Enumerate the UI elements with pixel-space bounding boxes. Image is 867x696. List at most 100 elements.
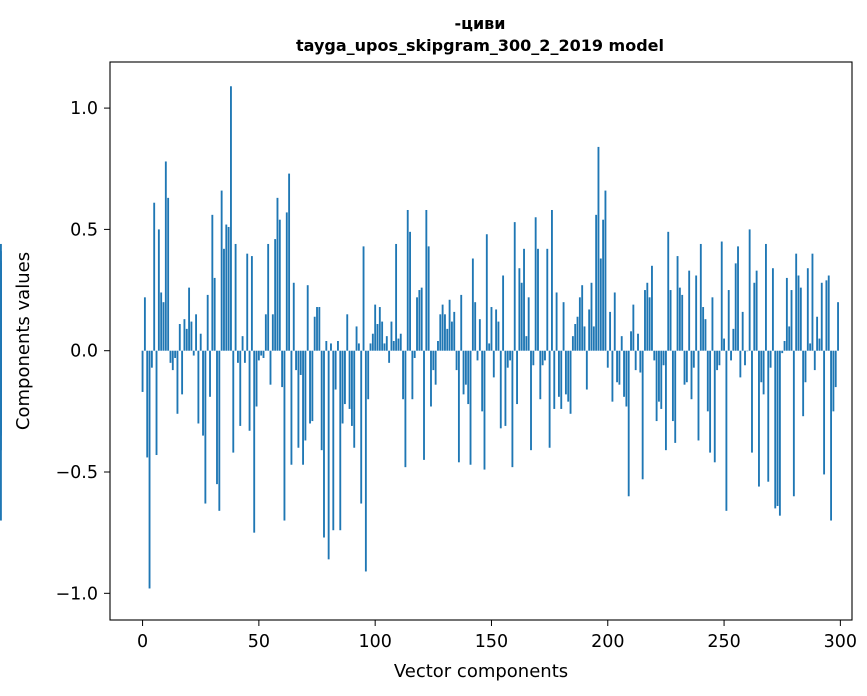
bar bbox=[388, 350, 391, 363]
bar bbox=[616, 350, 618, 383]
bar bbox=[309, 350, 311, 424]
bar bbox=[183, 319, 186, 351]
bar bbox=[727, 290, 730, 351]
bar bbox=[316, 307, 318, 351]
bar bbox=[678, 287, 681, 351]
bar bbox=[597, 146, 600, 351]
bar bbox=[295, 350, 298, 371]
bar bbox=[188, 287, 191, 351]
bar bbox=[406, 209, 409, 351]
bar bbox=[578, 297, 581, 351]
bar bbox=[697, 350, 700, 441]
bar bbox=[330, 343, 332, 351]
bar bbox=[744, 350, 746, 366]
bar bbox=[713, 350, 716, 463]
bar bbox=[357, 343, 360, 351]
bar bbox=[362, 246, 365, 351]
bar bbox=[611, 350, 614, 402]
bar bbox=[637, 333, 639, 351]
bar bbox=[237, 350, 239, 363]
bar bbox=[446, 328, 449, 351]
bar bbox=[653, 350, 656, 361]
bar bbox=[632, 304, 635, 351]
bar bbox=[409, 231, 411, 351]
bar bbox=[202, 350, 204, 436]
bar bbox=[197, 350, 200, 424]
bar bbox=[323, 350, 325, 538]
bar bbox=[774, 350, 777, 509]
bar bbox=[285, 212, 288, 351]
x-tick-label: 250 bbox=[707, 632, 740, 652]
bar bbox=[420, 287, 423, 351]
bar bbox=[532, 350, 535, 366]
bar bbox=[785, 277, 788, 351]
bar bbox=[755, 270, 758, 351]
bar bbox=[551, 209, 553, 351]
bar bbox=[339, 350, 342, 531]
bar bbox=[827, 275, 830, 351]
bar bbox=[155, 350, 158, 456]
bar bbox=[625, 350, 628, 407]
bar bbox=[804, 350, 807, 383]
bar bbox=[411, 350, 414, 400]
bar bbox=[248, 350, 251, 431]
bar bbox=[369, 343, 372, 351]
bar bbox=[0, 350, 2, 392]
bar bbox=[311, 350, 314, 422]
bar bbox=[334, 350, 337, 390]
bar bbox=[734, 263, 737, 351]
bar bbox=[302, 350, 304, 465]
bar bbox=[383, 343, 386, 351]
bar bbox=[355, 326, 358, 351]
bar bbox=[790, 290, 793, 351]
bar bbox=[660, 350, 663, 409]
bar bbox=[290, 350, 293, 465]
bar bbox=[571, 336, 574, 351]
bar bbox=[581, 285, 584, 351]
bar bbox=[620, 336, 623, 351]
y-axis-ticks: −1.0 −0.5 0.0 0.5 1.0 bbox=[56, 99, 110, 604]
bar bbox=[495, 309, 498, 351]
bar bbox=[392, 341, 395, 351]
bar bbox=[385, 336, 388, 351]
bar bbox=[795, 253, 798, 351]
bar bbox=[618, 350, 621, 385]
bar bbox=[837, 302, 839, 351]
bar bbox=[216, 350, 218, 485]
bar bbox=[590, 282, 593, 351]
bar bbox=[192, 350, 195, 356]
bar bbox=[674, 350, 677, 443]
bar bbox=[213, 277, 216, 351]
bar bbox=[809, 343, 812, 351]
bar bbox=[648, 297, 651, 351]
bar bbox=[595, 214, 598, 351]
bar bbox=[737, 246, 739, 351]
bar bbox=[585, 350, 588, 390]
bar bbox=[548, 350, 551, 448]
bar bbox=[606, 350, 609, 368]
bar bbox=[811, 253, 814, 351]
bar bbox=[709, 350, 712, 453]
bar bbox=[306, 285, 309, 351]
bar bbox=[797, 275, 800, 351]
bar bbox=[344, 350, 346, 405]
bar bbox=[332, 350, 335, 531]
x-tick-label: 50 bbox=[248, 632, 270, 652]
y-tick-label: 0.0 bbox=[70, 342, 98, 362]
bar bbox=[683, 350, 686, 385]
bar bbox=[718, 350, 721, 366]
bar bbox=[157, 229, 160, 351]
bar bbox=[439, 314, 442, 351]
bar bbox=[253, 350, 256, 533]
bar bbox=[381, 321, 384, 351]
bar bbox=[544, 350, 546, 361]
bar bbox=[753, 282, 756, 351]
bar bbox=[537, 248, 539, 351]
bar bbox=[146, 350, 149, 458]
bar bbox=[564, 350, 567, 395]
bar bbox=[685, 350, 688, 383]
bar bbox=[504, 350, 507, 426]
bar bbox=[143, 297, 146, 351]
bar bbox=[746, 350, 749, 352]
